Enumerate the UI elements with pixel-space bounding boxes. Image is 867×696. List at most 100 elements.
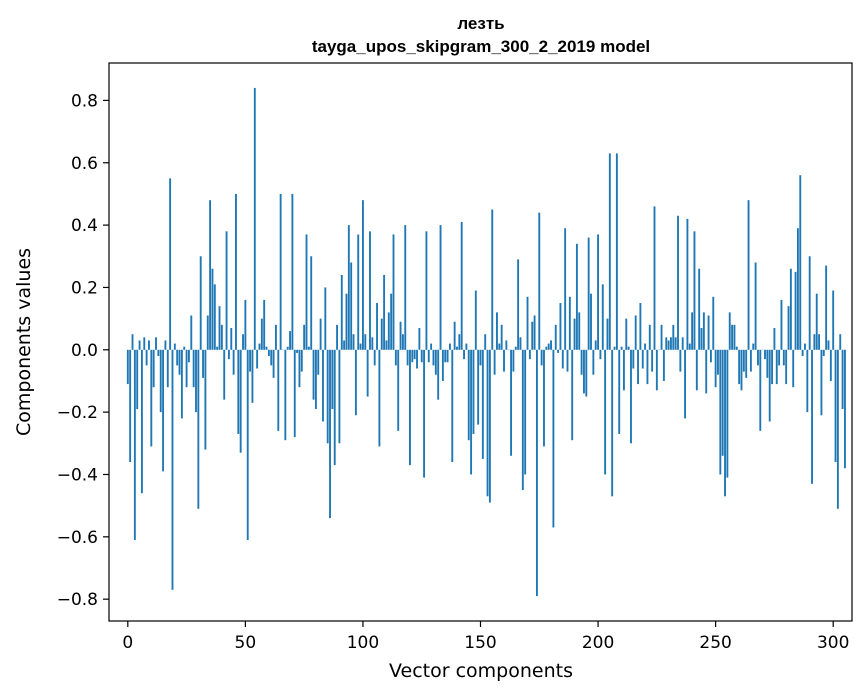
bar [159, 349, 162, 413]
bar [138, 340, 141, 350]
bar [620, 346, 623, 350]
bar [456, 346, 458, 350]
bar [792, 349, 795, 388]
bar [594, 340, 597, 350]
bar [491, 209, 494, 350]
bar [220, 324, 223, 350]
bar [145, 349, 148, 366]
bar [385, 340, 388, 350]
bar [446, 349, 449, 363]
bar [665, 337, 668, 350]
bar [437, 349, 440, 400]
bar [380, 318, 383, 350]
bar [768, 349, 771, 422]
bar [470, 349, 473, 475]
bar [338, 349, 341, 444]
bars [126, 87, 846, 597]
bar [587, 237, 590, 350]
bar [331, 349, 334, 410]
bar [420, 349, 423, 363]
bar [757, 349, 759, 366]
bar [512, 349, 515, 372]
bar [566, 349, 569, 372]
bar [336, 324, 339, 350]
bar [789, 268, 792, 350]
bar [376, 303, 378, 350]
bar [561, 349, 564, 369]
bar [251, 349, 254, 403]
bar [728, 312, 731, 350]
bar [171, 349, 174, 590]
bar [404, 225, 407, 350]
bar [216, 346, 219, 350]
bar [653, 206, 656, 350]
bar [528, 349, 531, 360]
bar [460, 221, 463, 350]
bar [841, 349, 844, 410]
chart-subtitle: tayga_upos_skipgram_300_2_2019 model [312, 37, 650, 56]
bar [180, 349, 183, 419]
bar [503, 349, 505, 372]
bar [719, 349, 722, 475]
bar [390, 293, 393, 350]
bar [432, 349, 435, 366]
bar [721, 349, 724, 456]
bar [439, 225, 442, 350]
bar [232, 349, 235, 375]
bar [260, 318, 263, 350]
bar [766, 349, 769, 378]
bar [481, 349, 484, 459]
bar [413, 349, 416, 360]
y-tick-label: 0.8 [71, 91, 98, 111]
bar [533, 315, 536, 350]
bar [235, 193, 237, 350]
bar [622, 349, 625, 391]
bar [825, 265, 828, 350]
bar [571, 349, 574, 441]
bar [749, 349, 752, 372]
bar [218, 306, 221, 350]
bar [806, 349, 809, 413]
bar [733, 324, 736, 350]
bar [608, 153, 611, 350]
bar [136, 349, 139, 410]
bar [155, 337, 157, 350]
bar [307, 346, 310, 350]
bar [505, 340, 508, 350]
bar [517, 259, 520, 350]
bar [611, 349, 614, 497]
bar [371, 337, 374, 350]
bar [373, 349, 376, 366]
bar [552, 349, 555, 528]
bar [521, 349, 524, 491]
bar [202, 349, 204, 378]
bar [465, 343, 468, 350]
bar [213, 284, 216, 350]
bar [514, 346, 517, 350]
bar [688, 343, 691, 350]
y-tick-label: −0.4 [57, 465, 98, 485]
bar [702, 312, 705, 350]
bar [387, 312, 390, 350]
bar [618, 349, 621, 434]
bar [279, 193, 282, 350]
bar [740, 349, 743, 391]
bar [820, 349, 823, 416]
bar [209, 200, 212, 350]
bar [244, 299, 247, 350]
bar [829, 349, 832, 381]
bar [822, 349, 825, 357]
y-tick-label: 0.6 [71, 154, 98, 174]
bar [378, 349, 381, 447]
bar [350, 262, 353, 350]
bar [700, 327, 703, 350]
bar [554, 324, 557, 350]
bar [319, 318, 322, 350]
bar [500, 324, 503, 350]
bar [314, 349, 317, 410]
bar [463, 349, 465, 360]
bar [538, 212, 541, 350]
bar [637, 349, 639, 385]
bar [559, 303, 562, 350]
bar [448, 343, 451, 350]
